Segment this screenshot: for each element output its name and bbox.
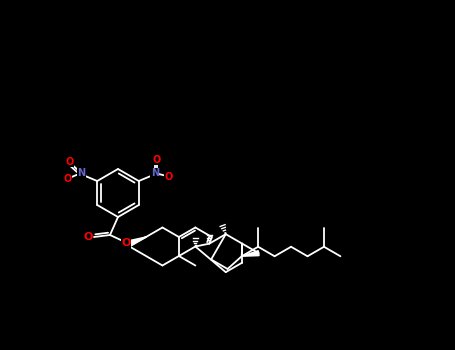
Text: N: N (77, 168, 85, 178)
Text: N: N (151, 168, 159, 178)
Text: O: O (65, 157, 73, 167)
Text: O: O (153, 155, 161, 165)
Polygon shape (129, 237, 146, 245)
Polygon shape (242, 251, 259, 256)
Text: O: O (63, 174, 71, 184)
Text: O: O (83, 232, 93, 242)
Text: O: O (165, 172, 173, 182)
Text: O: O (121, 238, 131, 248)
